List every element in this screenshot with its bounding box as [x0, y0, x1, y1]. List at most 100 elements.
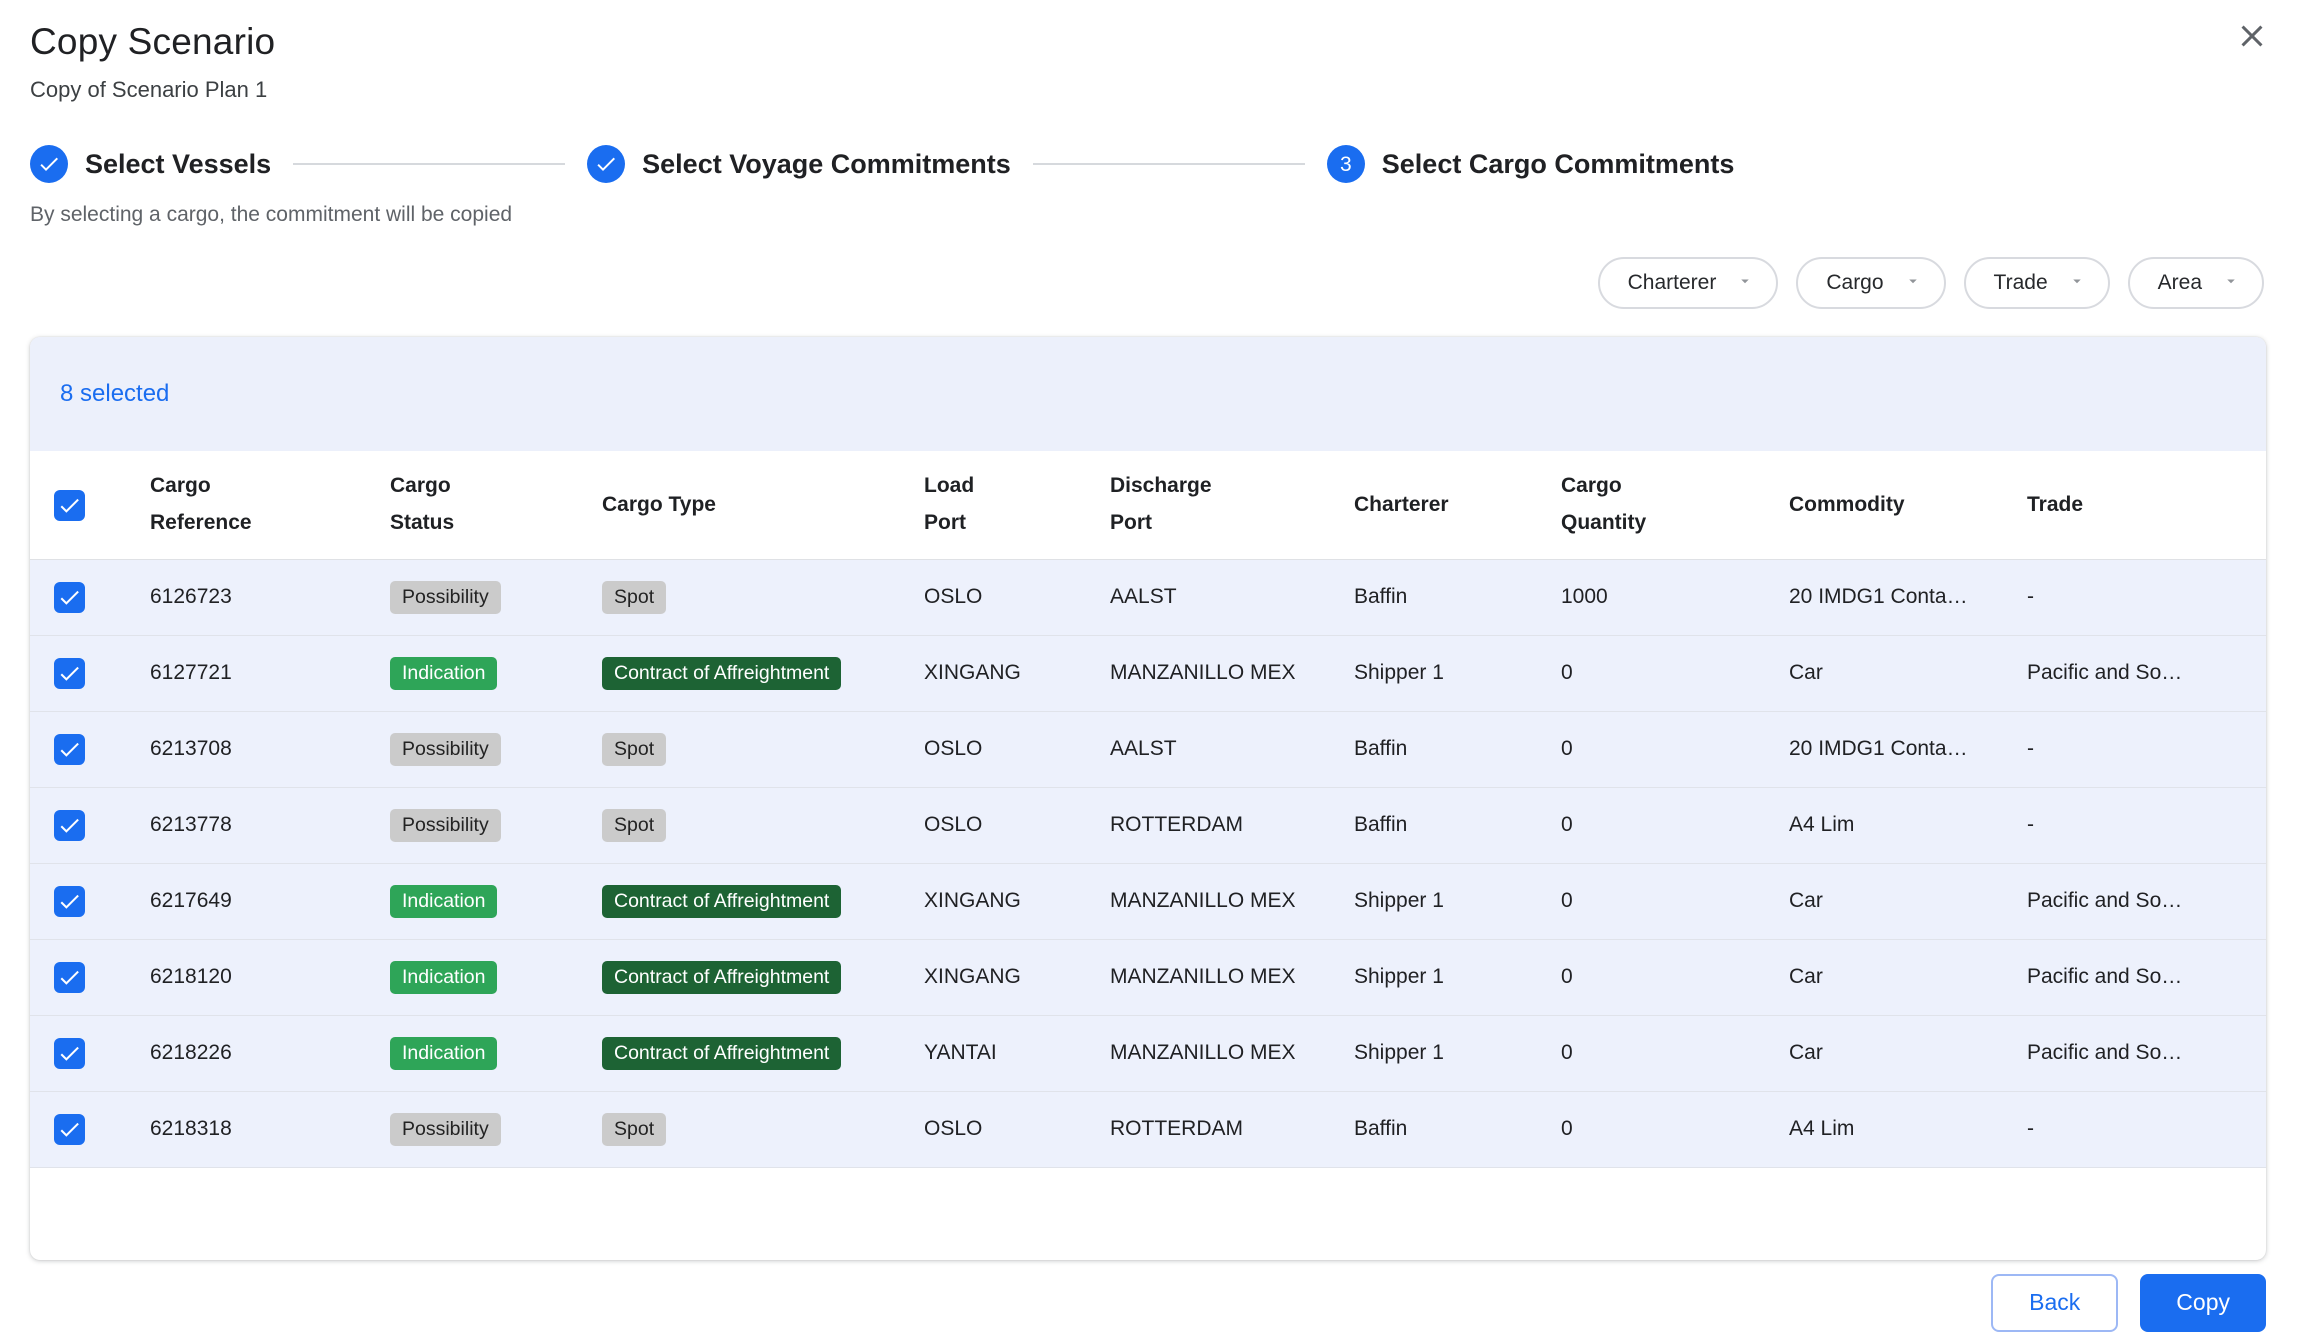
cell-trade: -: [2027, 737, 2034, 761]
stepper-connector: [1032, 163, 1305, 166]
cell-charterer: Shipper 1: [1354, 965, 1444, 989]
close-icon: [2234, 18, 2270, 59]
cell-cargo-quantity: 0: [1561, 661, 1573, 685]
row-checkbox[interactable]: [54, 885, 85, 917]
helper-text: By selecting a cargo, the commitment wil…: [30, 203, 513, 227]
row-checkbox[interactable]: [54, 657, 85, 689]
filter-label: Trade: [1993, 271, 2048, 295]
filter-label: Cargo: [1826, 271, 1884, 295]
row-checkbox[interactable]: [54, 961, 85, 993]
cell-cargo-reference: 6127721: [150, 661, 232, 685]
cell-discharge-port: MANZANILLO MEX: [1110, 965, 1296, 989]
cell-cargo-status: Indication: [380, 1015, 592, 1091]
close-button[interactable]: [2230, 16, 2274, 60]
row-checkbox[interactable]: [54, 581, 85, 613]
filter-charterer[interactable]: Charterer: [1597, 257, 1779, 310]
cell-cargo-type: Contract of Affreightment: [592, 635, 914, 711]
step-select-cargo-commitments[interactable]: 3 Select Cargo Commitments: [1326, 145, 1735, 184]
cell-cargo-quantity: 0: [1561, 965, 1573, 989]
table-header-row: Cargo Reference Cargo Status Cargo Type …: [30, 451, 2266, 560]
table-row[interactable]: 6213708 Possibility Spot OSLO AALST Baffin 0 20…: [30, 711, 2266, 788]
table-row[interactable]: 6218318 Possibility Spot OSLO ROTTERDAM Baffi…: [30, 1091, 2266, 1168]
cell-charterer: Baffin: [1354, 585, 1408, 609]
caret-down-icon: [2222, 272, 2240, 295]
table-row[interactable]: 6217649 Indication Contract of Affreightme…: [30, 863, 2266, 940]
cargo-status-chip: Possibility: [390, 580, 501, 615]
cell-discharge-port: AALST: [1110, 737, 1177, 761]
cargo-type-chip: Spot: [602, 1112, 667, 1147]
cell-commodity: Car: [1789, 889, 1823, 913]
cell-cargo-type: Spot: [592, 787, 914, 863]
cell-trade: Pacific and So…: [2027, 1041, 2183, 1065]
cell-cargo-type: Contract of Affreightment: [592, 863, 914, 939]
step-select-voyage-commitments[interactable]: Select Voyage Commitments: [587, 145, 1011, 184]
cargo-status-chip: Indication: [390, 884, 498, 919]
cell-cargo-reference: 6218120: [150, 965, 232, 989]
cell-cargo-type: Spot: [592, 559, 914, 635]
cell-cargo-status: Indication: [380, 939, 592, 1015]
filter-trade[interactable]: Trade: [1963, 257, 2110, 310]
cell-load-port: OSLO: [924, 1117, 983, 1141]
cell-discharge-port: AALST: [1110, 585, 1177, 609]
column-header-trade: Trade: [2017, 451, 2266, 560]
cell-trade: Pacific and So…: [2027, 661, 2183, 685]
cargo-table-card: 8 selected Cargo Reference Cargo Status …: [30, 337, 2266, 1260]
copy-button[interactable]: Copy: [2140, 1273, 2266, 1332]
cell-cargo-status: Indication: [380, 635, 592, 711]
caret-down-icon: [2068, 272, 2086, 295]
cell-trade: Pacific and So…: [2027, 889, 2183, 913]
column-header-cargo-status: Cargo Status: [380, 451, 592, 560]
cell-trade: -: [2027, 585, 2034, 609]
table-row[interactable]: 6126723 Possibility Spot OSLO AALST Baffin 100…: [30, 559, 2266, 636]
table-row[interactable]: 6218226 Indication Contract of Affreightme…: [30, 1015, 2266, 1092]
filter-label: Charterer: [1627, 271, 1717, 295]
cell-cargo-reference: 6213778: [150, 813, 232, 837]
cell-cargo-reference: 6213708: [150, 737, 232, 761]
cell-commodity: Car: [1789, 661, 1823, 685]
table-row[interactable]: 6127721 Indication Contract of Affreightme…: [30, 635, 2266, 712]
cargo-type-chip: Spot: [602, 580, 667, 615]
filter-cargo[interactable]: Cargo: [1796, 257, 1946, 310]
cell-load-port: XINGANG: [924, 965, 1021, 989]
step-select-vessels[interactable]: Select Vessels: [30, 145, 271, 184]
back-button[interactable]: Back: [1991, 1273, 2119, 1332]
filter-label: Area: [2157, 271, 2202, 295]
step-check-icon: [30, 145, 68, 184]
cell-cargo-status: Possibility: [380, 559, 592, 635]
column-header-cargo-type: Cargo Type: [592, 451, 914, 560]
row-checkbox[interactable]: [54, 809, 85, 841]
cell-cargo-quantity: 0: [1561, 813, 1573, 837]
cell-charterer: Shipper 1: [1354, 661, 1444, 685]
cell-charterer: Baffin: [1354, 1117, 1408, 1141]
cell-cargo-type: Contract of Affreightment: [592, 1015, 914, 1091]
select-all-checkbox[interactable]: [54, 489, 85, 521]
filter-area[interactable]: Area: [2127, 257, 2264, 310]
row-checkbox[interactable]: [54, 1113, 85, 1145]
cell-cargo-reference: 6126723: [150, 585, 232, 609]
cell-cargo-status: Possibility: [380, 1091, 592, 1167]
cell-charterer: Shipper 1: [1354, 889, 1444, 913]
cell-trade: -: [2027, 813, 2034, 837]
cell-cargo-type: Spot: [592, 711, 914, 787]
column-header-discharge-port: Discharge Port: [1100, 451, 1344, 560]
column-header-cargo-quantity: Cargo Quantity: [1551, 451, 1779, 560]
cell-cargo-quantity: 0: [1561, 1117, 1573, 1141]
cell-cargo-status: Possibility: [380, 787, 592, 863]
cell-load-port: XINGANG: [924, 889, 1021, 913]
cell-cargo-quantity: 0: [1561, 737, 1573, 761]
caret-down-icon: [1736, 272, 1754, 295]
row-checkbox[interactable]: [54, 733, 85, 765]
cargo-type-chip: Contract of Affreightment: [602, 960, 842, 995]
cell-discharge-port: ROTTERDAM: [1110, 1117, 1243, 1141]
column-header-commodity: Commodity: [1779, 451, 2017, 560]
selection-banner: 8 selected: [30, 337, 2266, 452]
table-row[interactable]: 6213778 Possibility Spot OSLO ROTTERDAM Baffi…: [30, 787, 2266, 864]
table-row[interactable]: 6218120 Indication Contract of Affreightme…: [30, 939, 2266, 1016]
dialog-header: Copy Scenario Copy of Scenario Plan 1: [0, 0, 2304, 103]
step-label: Select Cargo Commitments: [1381, 148, 1735, 179]
cargo-type-chip: Contract of Affreightment: [602, 884, 842, 919]
page-subtitle: Copy of Scenario Plan 1: [30, 77, 268, 103]
selected-count: 8 selected: [60, 380, 170, 408]
row-checkbox[interactable]: [54, 1037, 85, 1069]
cell-load-port: OSLO: [924, 813, 983, 837]
